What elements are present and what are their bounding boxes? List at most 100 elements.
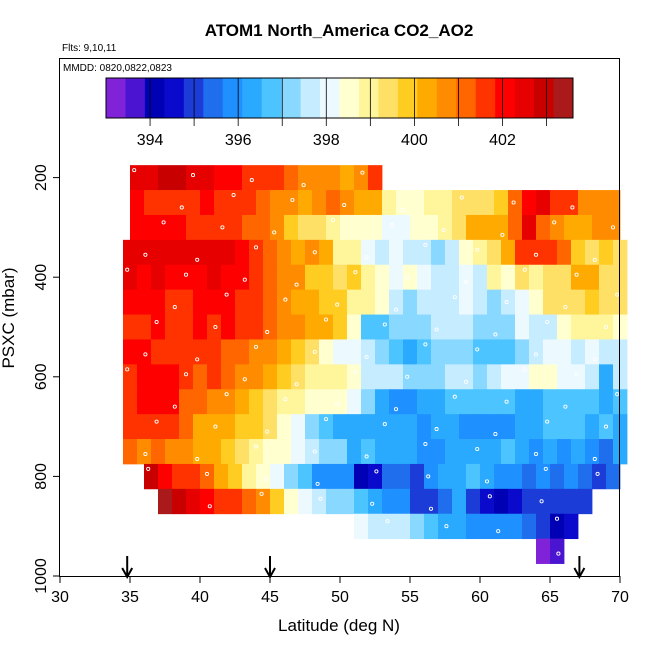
heatmap-cell	[487, 439, 502, 465]
heatmap-cell	[263, 439, 278, 465]
track-point	[475, 347, 480, 352]
heatmap-cell	[256, 488, 271, 515]
colorbar-tick-label: 396	[225, 132, 252, 149]
track-point	[290, 197, 295, 203]
heatmap-cell	[515, 264, 530, 291]
heatmap-cell	[305, 339, 320, 365]
heatmap-cell	[221, 264, 236, 291]
heatmap-cell	[466, 190, 481, 216]
heatmap-cell	[529, 314, 544, 340]
heatmap-cell	[270, 165, 285, 191]
heatmap-cell	[403, 389, 418, 415]
track-point	[484, 479, 490, 484]
heatmap-cell	[312, 463, 327, 490]
heatmap-cell	[249, 289, 264, 315]
heatmap-cell	[578, 190, 593, 216]
heatmap-cell	[298, 165, 313, 191]
heatmap-cell	[207, 364, 222, 390]
track-point	[574, 372, 579, 377]
heatmap-cell	[599, 264, 614, 291]
heatmap-cell	[585, 289, 600, 315]
heatmap-cell	[123, 389, 138, 415]
track-point	[132, 168, 137, 173]
track-point	[428, 506, 434, 511]
heatmap-cell	[354, 463, 369, 490]
heatmap-cell	[277, 414, 292, 440]
heatmap-cell	[375, 339, 390, 365]
heatmap-cell	[557, 389, 572, 415]
track-point	[592, 456, 597, 462]
chart-title: ATOM1 North_America CO2_AO2	[205, 21, 474, 40]
heatmap-cell	[466, 488, 481, 515]
heatmap-cell	[333, 339, 348, 365]
heatmap-cell	[249, 389, 264, 415]
heatmap-cell	[207, 439, 222, 465]
heatmap-cell	[249, 364, 264, 390]
heatmap-cell	[361, 364, 376, 390]
colorbar-swatch	[436, 78, 457, 118]
heatmap-cell	[179, 264, 194, 291]
track-point	[204, 471, 210, 476]
heatmap-cell	[431, 389, 446, 415]
heatmap-cell	[123, 439, 138, 465]
x-tick-label: 40	[191, 589, 209, 606]
heatmap-cell	[459, 314, 474, 340]
y-axis: 200 400 600 800 1000	[33, 164, 60, 594]
track-point	[242, 277, 247, 282]
heatmap-cell	[529, 364, 544, 390]
y-tick-label: 200	[33, 164, 50, 191]
colorbar-swatch	[378, 78, 399, 118]
track-point	[552, 220, 557, 225]
track-point	[543, 466, 548, 471]
track-point	[563, 404, 568, 409]
track-point	[342, 202, 347, 208]
heatmap-cell	[438, 190, 453, 216]
heatmap-cell	[445, 364, 460, 390]
heatmap-cell	[368, 165, 383, 191]
x-tick-label: 35	[121, 589, 139, 606]
heatmap-cell	[284, 165, 299, 191]
heatmap-cell	[263, 239, 278, 266]
heatmap-cell	[130, 165, 145, 191]
heatmap-cell	[508, 513, 523, 540]
heatmap-cell	[172, 214, 187, 241]
heatmap-cell	[298, 488, 313, 515]
heatmap-cell	[333, 439, 348, 465]
track-point	[301, 183, 306, 188]
heatmap-cell	[354, 488, 369, 515]
heatmap-cell	[151, 339, 166, 365]
heatmap-cell	[291, 439, 306, 465]
heatmap-cell	[165, 364, 180, 390]
heatmap-cell	[599, 389, 614, 415]
heatmap-cell	[431, 414, 446, 440]
heatmap-cell	[340, 165, 355, 191]
heatmap-cell	[151, 314, 166, 340]
colorbar-tick-label: 398	[313, 132, 340, 149]
heatmap-cell	[200, 165, 215, 191]
track-point	[423, 342, 428, 347]
heatmap-cell	[473, 264, 488, 291]
heatmap-cell	[200, 190, 215, 216]
colorbar-swatch	[495, 78, 516, 118]
heatmap-cell	[123, 264, 138, 291]
heatmap-cell	[291, 364, 306, 390]
heatmap-cell	[487, 314, 502, 340]
heatmap-cell	[515, 239, 530, 266]
heatmap-cell	[487, 414, 502, 440]
heatmap-cell	[235, 389, 250, 415]
heatmap-cell	[508, 488, 523, 515]
heatmap-cell	[221, 339, 236, 365]
track-point	[272, 230, 277, 235]
track-point	[434, 327, 439, 332]
heatmap-cell	[354, 214, 369, 241]
heatmap-cell	[270, 214, 285, 241]
flights-annotation: Flts: 9,10,11	[62, 43, 117, 54]
heatmap-cell	[445, 289, 460, 315]
heatmap-cell	[368, 463, 383, 490]
track-point	[463, 379, 469, 384]
heatmap-cell	[599, 364, 614, 390]
heatmap-cell	[277, 314, 292, 340]
heatmap-cell	[564, 190, 579, 216]
heatmap-cell	[487, 339, 502, 365]
heatmap-cell	[375, 289, 390, 315]
